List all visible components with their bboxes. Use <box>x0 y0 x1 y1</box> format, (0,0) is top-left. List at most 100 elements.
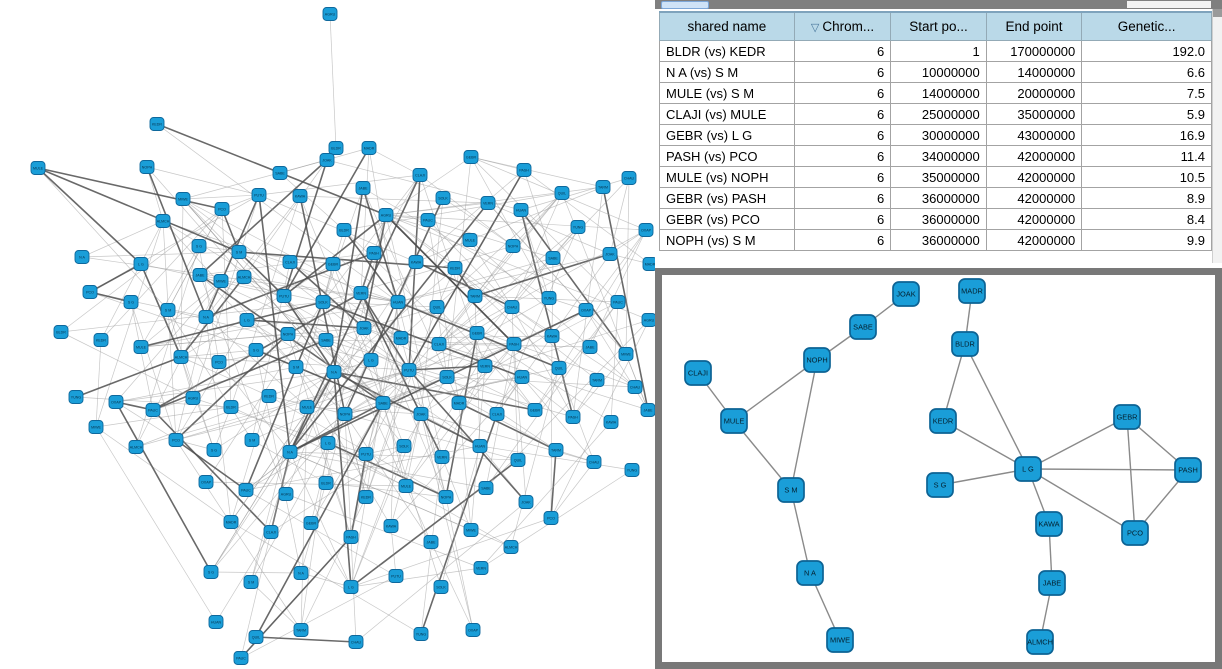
network-node[interactable]: YUNG <box>68 390 84 404</box>
network-node[interactable]: HUAN <box>514 370 530 384</box>
network-node[interactable]: PUTU <box>358 447 374 461</box>
network-node[interactable]: NOPH <box>438 490 454 504</box>
network-node[interactable]: HUAN <box>513 203 529 217</box>
network-node[interactable]: SOLK <box>433 580 449 594</box>
network-node[interactable]: S G <box>926 472 954 498</box>
horizontal-scrollbar-track[interactable] <box>1127 1 1211 8</box>
network-node[interactable]: PCO <box>214 202 230 216</box>
network-node[interactable]: CHAU <box>586 455 602 469</box>
network-node[interactable]: S M <box>288 360 304 374</box>
network-node[interactable]: S G <box>203 565 219 579</box>
network-node[interactable]: CHAU <box>348 635 364 649</box>
network-node[interactable]: JOAK <box>413 407 429 421</box>
network-node[interactable]: OXAP <box>198 475 214 489</box>
network-node[interactable]: GEBR <box>463 150 479 164</box>
network-node[interactable]: MADR <box>361 141 377 155</box>
network-node[interactable]: SABE <box>849 314 877 340</box>
network-node[interactable]: PUTU <box>276 289 292 303</box>
network-node[interactable]: KAWA <box>383 519 399 533</box>
network-node[interactable]: JABE <box>1038 570 1066 596</box>
network-node[interactable]: SOLK <box>439 370 455 384</box>
network-node[interactable]: KAWA <box>408 255 424 269</box>
network-node[interactable]: PAUC <box>610 295 626 309</box>
network-node[interactable]: NOPH <box>280 327 296 341</box>
network-node[interactable]: KAWA <box>292 189 308 203</box>
network-node[interactable]: SABE <box>545 251 561 265</box>
network-node[interactable]: JOAK <box>319 153 335 167</box>
table-row[interactable]: GEBR (vs) L G 6 30000000 43000000 16.9 <box>659 124 1212 146</box>
network-node[interactable]: KEDR <box>447 261 463 275</box>
network-node[interactable]: TARM <box>595 180 611 194</box>
network-node[interactable]: KEDR <box>261 389 277 403</box>
network-node[interactable]: OXAP <box>465 623 481 637</box>
network-node[interactable]: SOLK <box>435 191 451 205</box>
network-node[interactable]: MIWE <box>213 274 229 288</box>
vertical-scrollbar-thumb[interactable] <box>1213 9 1222 17</box>
sub-network-canvas[interactable]: JOAK MADR SABE NOPH BLDR CLAJI MULE KEDR GEBR L G… <box>662 275 1215 662</box>
network-node[interactable]: BLDR <box>318 476 334 490</box>
network-node[interactable]: L G <box>239 313 255 327</box>
network-node[interactable]: MULE <box>462 233 478 247</box>
network-node[interactable]: PAUC <box>420 213 436 227</box>
network-node[interactable]: VERN <box>434 450 450 464</box>
network-node[interactable]: JABE <box>192 268 208 282</box>
network-node[interactable]: VERN <box>473 561 489 575</box>
network-node[interactable]: BLDR <box>951 331 979 357</box>
network-node[interactable]: MULE <box>299 400 315 414</box>
network-node[interactable]: MIWE <box>463 523 479 537</box>
network-node[interactable]: PAUC <box>238 483 254 497</box>
network-node[interactable]: PASH <box>565 410 581 424</box>
network-node[interactable]: PCO <box>211 355 227 369</box>
network-node[interactable]: VERN <box>480 196 496 210</box>
network-node[interactable]: S G <box>191 239 207 253</box>
network-node[interactable]: PUTU <box>401 363 417 377</box>
network-node[interactable]: HUAN <box>208 615 224 629</box>
network-node[interactable]: PASH <box>1174 457 1202 483</box>
network-node[interactable]: KAWA <box>1035 511 1063 537</box>
network-node[interactable]: SABE <box>375 396 391 410</box>
network-node[interactable]: CLAJI <box>684 360 712 386</box>
network-node[interactable]: L G <box>133 257 149 271</box>
horizontal-scrollbar[interactable] <box>655 0 1222 9</box>
network-node[interactable]: MULE <box>30 161 46 175</box>
network-node[interactable]: ALMCH <box>155 214 171 228</box>
network-node[interactable]: MADR <box>958 278 986 304</box>
sub-network-view[interactable]: JOAK MADR SABE NOPH BLDR CLAJI MULE KEDR GEBR L G… <box>662 275 1215 662</box>
network-node[interactable]: CLAJI <box>263 525 279 539</box>
network-node[interactable]: AGRU <box>278 487 294 501</box>
network-node[interactable]: SABE <box>272 166 288 180</box>
network-node[interactable]: CLAJI <box>282 255 298 269</box>
network-node[interactable]: AGRU <box>641 313 655 327</box>
network-node[interactable]: ALMCH <box>236 270 252 284</box>
network-node[interactable]: PASH <box>506 337 522 351</box>
column-header-end-point[interactable]: End point <box>985 11 1083 41</box>
network-node[interactable]: L G <box>343 580 359 594</box>
network-node[interactable]: N A <box>293 566 309 580</box>
network-node[interactable]: PASH <box>366 246 382 260</box>
network-node[interactable]: MADR <box>642 257 655 271</box>
network-node[interactable]: OXAP <box>108 395 124 409</box>
network-node[interactable]: GEBR <box>325 257 341 271</box>
network-node[interactable]: MADR <box>393 331 409 345</box>
network-node[interactable]: BLDR <box>336 223 352 237</box>
network-node[interactable]: MIWE <box>88 420 104 434</box>
network-node[interactable]: S M <box>777 477 805 503</box>
network-node[interactable]: JOAK <box>602 247 618 261</box>
network-node[interactable]: SABE <box>318 333 334 347</box>
network-node[interactable]: MULE <box>133 340 149 354</box>
network-node[interactable]: KEDR <box>929 408 957 434</box>
table-row[interactable]: N A (vs) S M 6 10000000 14000000 6.6 <box>659 61 1212 83</box>
vertical-scrollbar[interactable] <box>1212 9 1222 263</box>
network-node[interactable]: S M <box>244 433 260 447</box>
table-row[interactable]: MULE (vs) NOPH 6 35000000 42000000 10.5 <box>659 166 1212 188</box>
network-node[interactable]: N A <box>198 310 214 324</box>
network-node[interactable]: BLDR <box>328 141 344 155</box>
network-node[interactable]: L G <box>320 436 336 450</box>
network-node[interactable]: QUIL <box>554 186 570 200</box>
network-node[interactable]: OXAP <box>638 223 654 237</box>
network-node[interactable]: NOPH <box>505 239 521 253</box>
network-node[interactable]: JABE <box>355 181 371 195</box>
main-network-view[interactable]: AGRU BLDR KEDR MULE NOPH SABE JOAK MADR CLAJI GEB… <box>0 0 655 669</box>
network-node[interactable]: KEDR <box>149 117 165 131</box>
network-node[interactable]: QUIL <box>248 630 264 644</box>
